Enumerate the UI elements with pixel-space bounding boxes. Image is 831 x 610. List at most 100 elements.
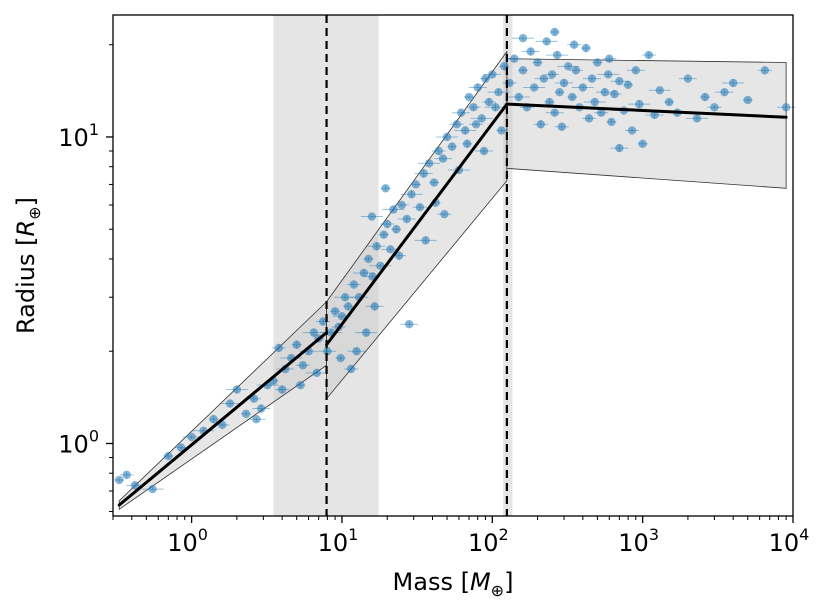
data-point — [700, 92, 711, 102]
data-point — [291, 340, 302, 349]
data-point — [436, 132, 459, 142]
point-marker — [292, 340, 301, 349]
data-point — [499, 62, 510, 71]
x-tick-label: 103 — [618, 525, 659, 557]
point-marker — [460, 126, 470, 135]
point-marker — [397, 200, 406, 210]
data-point — [119, 470, 134, 480]
point-marker — [518, 66, 528, 75]
data-point — [449, 120, 464, 129]
data-point — [678, 74, 697, 83]
point-marker — [411, 180, 421, 189]
data-point — [334, 293, 357, 302]
data-point — [365, 302, 384, 311]
point-marker — [447, 142, 457, 151]
point-marker — [497, 126, 506, 135]
point-marker — [484, 97, 494, 107]
data-point — [645, 110, 664, 120]
point-marker — [479, 146, 489, 156]
data-point — [597, 70, 620, 79]
data-point — [610, 77, 629, 86]
point-marker — [122, 470, 131, 480]
data-point — [592, 58, 603, 67]
data-point — [414, 236, 437, 245]
point-marker — [402, 214, 412, 224]
data-point — [545, 70, 560, 79]
data-point — [295, 361, 310, 370]
data-point — [437, 209, 452, 219]
point-marker — [623, 80, 633, 89]
point-marker — [330, 307, 340, 316]
point-marker — [477, 114, 486, 123]
data-point — [544, 97, 555, 107]
point-marker — [720, 87, 729, 97]
point-marker — [469, 103, 478, 112]
point-marker — [664, 97, 674, 107]
data-point — [549, 27, 560, 37]
data-point — [220, 399, 239, 408]
point-marker — [277, 385, 287, 394]
data-point — [742, 95, 753, 105]
data-point — [335, 353, 346, 363]
data-point — [626, 66, 645, 75]
point-marker — [209, 415, 218, 424]
point-marker — [407, 190, 416, 199]
point-marker — [557, 122, 567, 131]
point-marker — [518, 34, 528, 43]
point-marker — [372, 242, 381, 251]
point-marker — [559, 78, 569, 88]
data-point — [271, 343, 286, 353]
point-marker — [587, 74, 597, 83]
point-marker — [421, 236, 430, 245]
data-point — [623, 80, 634, 89]
point-marker — [578, 83, 588, 92]
point-marker — [176, 443, 186, 452]
point-marker — [381, 184, 390, 193]
point-marker — [568, 92, 577, 102]
data-point — [610, 143, 629, 153]
point-marker — [650, 110, 659, 120]
data-point — [114, 475, 125, 485]
point-marker — [550, 27, 559, 37]
data-point — [454, 126, 477, 135]
point-marker — [781, 103, 791, 112]
point-marker — [590, 97, 599, 107]
point-marker — [683, 74, 693, 83]
point-marker — [600, 87, 609, 97]
point-marker — [700, 92, 710, 102]
data-point — [400, 190, 423, 199]
point-marker — [340, 293, 350, 302]
data-point — [594, 108, 609, 117]
data-point — [469, 120, 484, 129]
point-marker — [349, 280, 359, 289]
data-point — [305, 368, 328, 378]
point-marker — [379, 230, 389, 239]
point-marker — [429, 178, 439, 187]
point-marker — [252, 415, 261, 424]
point-marker — [442, 132, 452, 142]
point-marker — [596, 108, 606, 117]
data-point — [583, 97, 606, 107]
point-marker — [404, 320, 414, 329]
data-point — [412, 203, 427, 212]
point-marker — [471, 120, 481, 129]
data-point — [316, 317, 331, 326]
data-point — [777, 103, 796, 112]
data-point — [363, 254, 374, 264]
point-marker — [256, 404, 266, 413]
point-marker — [728, 78, 738, 88]
point-marker — [370, 302, 379, 311]
point-marker — [627, 126, 637, 135]
point-marker — [760, 66, 770, 75]
point-marker — [337, 312, 347, 321]
point-marker — [415, 203, 425, 212]
point-marker — [164, 451, 173, 461]
point-marker — [530, 83, 539, 92]
data-point — [511, 34, 534, 43]
point-marker — [389, 205, 398, 214]
point-marker — [336, 353, 345, 363]
data-point — [378, 230, 389, 239]
point-marker — [130, 481, 140, 490]
point-marker — [584, 114, 594, 123]
data-point — [582, 114, 597, 123]
